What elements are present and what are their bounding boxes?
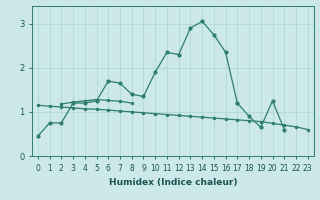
X-axis label: Humidex (Indice chaleur): Humidex (Indice chaleur) [108,178,237,187]
